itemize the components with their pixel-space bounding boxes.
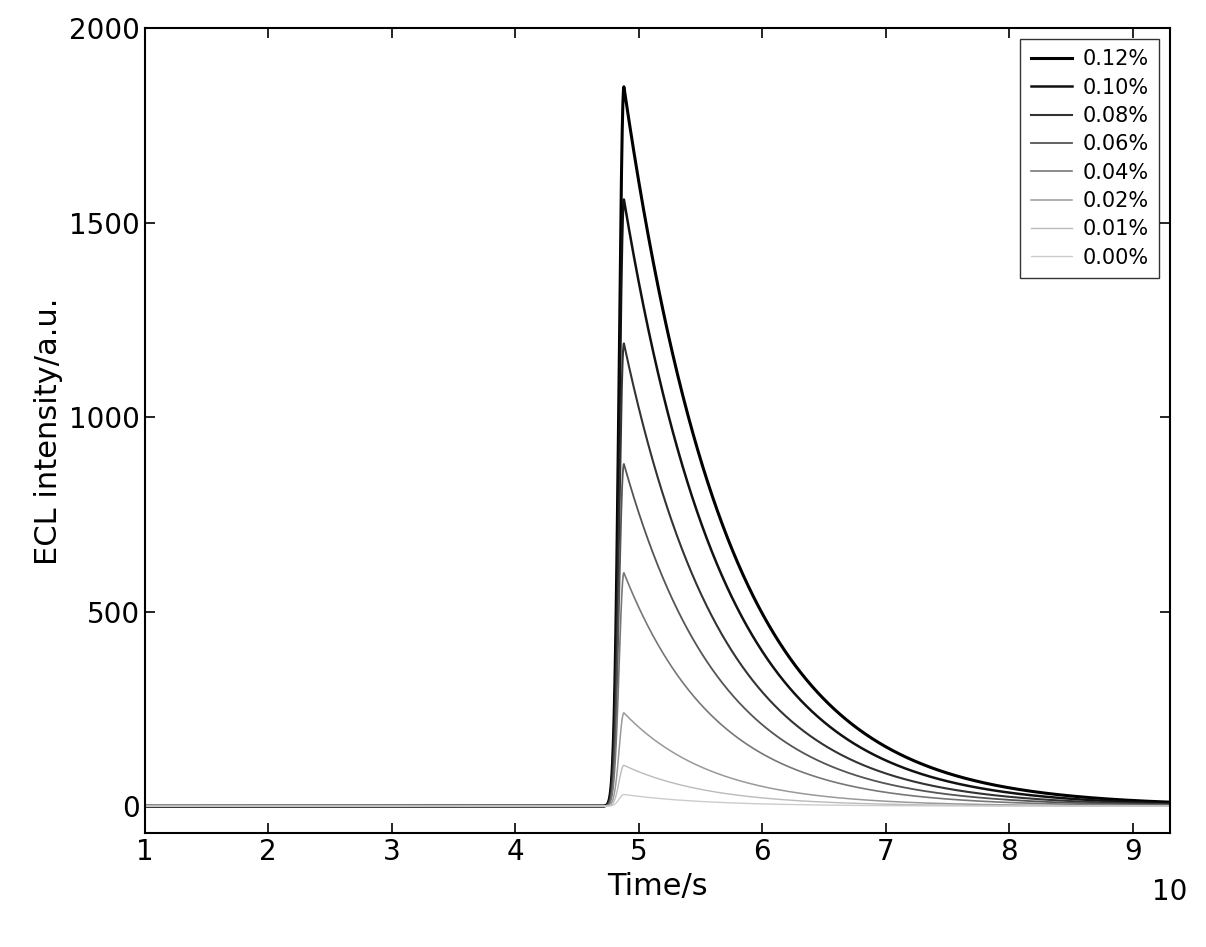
0.01%: [189, 800, 204, 812]
Y-axis label: ECL intensity/a.u.: ECL intensity/a.u.: [35, 297, 64, 564]
0.04%: [509, 800, 523, 812]
Line: 0.04%: 0.04%: [145, 573, 1170, 806]
0.01%: [897, 799, 912, 811]
0.08%: [1163, 798, 1177, 810]
0.02%: [953, 798, 967, 810]
0.10%: [137, 800, 152, 812]
0.10%: [189, 800, 204, 812]
0.10%: [616, 194, 631, 205]
Line: 0.06%: 0.06%: [145, 464, 1170, 806]
0.12%: [616, 81, 631, 93]
0.06%: [616, 458, 631, 470]
Line: 0.08%: 0.08%: [145, 344, 1170, 806]
0.04%: [789, 764, 803, 776]
0.06%: [744, 709, 759, 721]
0.06%: [897, 782, 912, 794]
0.04%: [744, 742, 759, 753]
0.00%: [1163, 800, 1177, 812]
0.00%: [189, 800, 204, 812]
0.06%: [189, 800, 204, 812]
0.01%: [953, 799, 967, 811]
0.12%: [137, 800, 152, 812]
0.08%: [897, 774, 912, 785]
0.00%: [953, 800, 967, 812]
0.08%: [744, 673, 759, 685]
0.01%: [744, 791, 759, 802]
0.12%: [509, 800, 523, 812]
0.12%: [953, 771, 967, 782]
0.02%: [744, 778, 759, 790]
0.01%: [509, 800, 523, 812]
0.10%: [789, 689, 803, 701]
Line: 0.10%: 0.10%: [145, 200, 1170, 806]
0.08%: [137, 800, 152, 812]
0.04%: [953, 795, 967, 806]
0.02%: [137, 800, 152, 812]
Line: 0.02%: 0.02%: [145, 713, 1170, 806]
0.01%: [1163, 800, 1177, 812]
0.10%: [1163, 797, 1177, 809]
0.02%: [1163, 800, 1177, 812]
0.00%: [616, 789, 631, 800]
X-axis label: Time/s: Time/s: [607, 872, 708, 901]
0.10%: [953, 778, 967, 790]
0.04%: [1163, 800, 1177, 812]
0.01%: [137, 800, 152, 812]
0.00%: [897, 800, 912, 812]
0.01%: [789, 795, 803, 806]
0.06%: [789, 743, 803, 755]
0.02%: [789, 787, 803, 798]
0.06%: [953, 790, 967, 801]
Line: 0.00%: 0.00%: [145, 795, 1170, 806]
0.06%: [137, 800, 152, 812]
0.12%: [789, 661, 803, 672]
0.02%: [897, 796, 912, 808]
0.04%: [616, 567, 631, 579]
0.04%: [137, 800, 152, 812]
0.08%: [953, 785, 967, 796]
Text: 10: 10: [1152, 878, 1188, 905]
0.02%: [509, 800, 523, 812]
0.00%: [137, 800, 152, 812]
0.12%: [744, 587, 759, 599]
0.08%: [616, 338, 631, 349]
0.00%: [509, 800, 523, 812]
0.12%: [1163, 796, 1177, 808]
0.10%: [509, 800, 523, 812]
Line: 0.01%: 0.01%: [145, 765, 1170, 806]
0.04%: [189, 800, 204, 812]
0.08%: [189, 800, 204, 812]
0.10%: [897, 762, 912, 774]
0.00%: [744, 798, 759, 810]
0.10%: [744, 628, 759, 639]
0.12%: [897, 751, 912, 762]
0.08%: [509, 800, 523, 812]
Legend: 0.12%, 0.10%, 0.08%, 0.06%, 0.04%, 0.02%, 0.01%, 0.00%: 0.12%, 0.10%, 0.08%, 0.06%, 0.04%, 0.02%…: [1020, 39, 1159, 278]
0.06%: [509, 800, 523, 812]
0.12%: [189, 800, 204, 812]
0.06%: [1163, 799, 1177, 811]
0.02%: [616, 707, 631, 719]
0.08%: [789, 720, 803, 731]
Line: 0.12%: 0.12%: [145, 87, 1170, 806]
0.01%: [616, 759, 631, 771]
0.04%: [897, 789, 912, 800]
0.00%: [789, 799, 803, 811]
0.02%: [189, 800, 204, 812]
